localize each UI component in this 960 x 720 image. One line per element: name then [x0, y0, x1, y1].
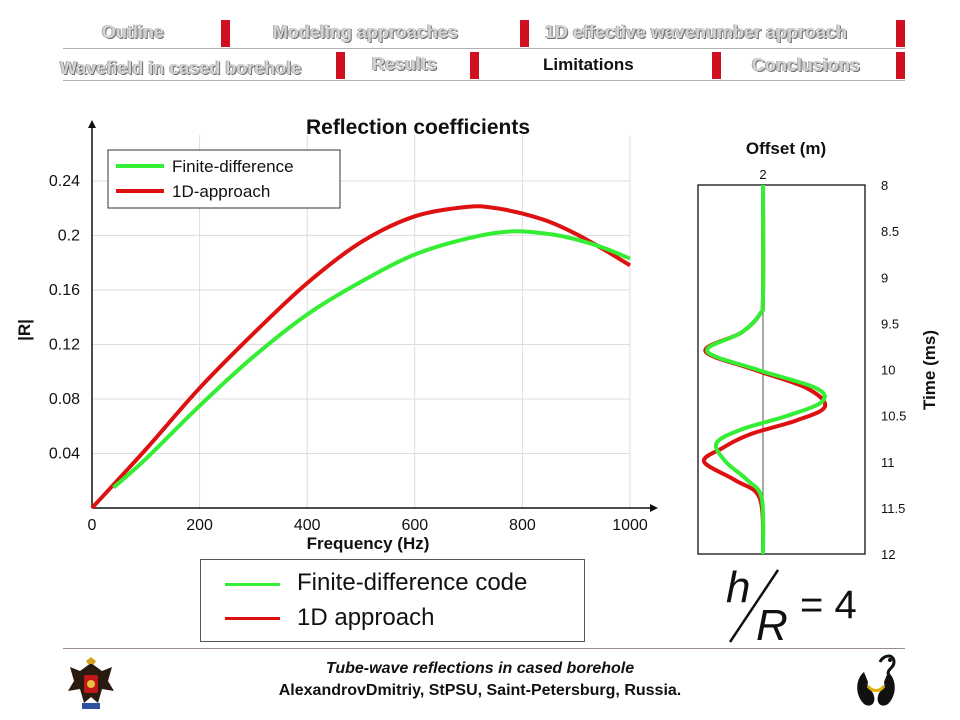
formula-numerator: h [726, 563, 750, 612]
y-tick-label: 0.12 [49, 336, 80, 353]
legend-label-fd: Finite-difference code [297, 569, 528, 596]
x-tick-label: 400 [294, 517, 321, 534]
nav-separator [336, 52, 345, 79]
nav-separator [221, 20, 230, 47]
footer-rule [63, 648, 905, 649]
nav-limitations[interactable]: Limitations [543, 55, 634, 74]
nav-separator [896, 52, 905, 79]
time-tick-label: 11.5 [881, 501, 905, 516]
x-tick-label: 800 [509, 517, 536, 534]
nav-separator [896, 20, 905, 47]
ratio-formula: h R = 4 [726, 563, 857, 650]
x-tick-label: 200 [186, 517, 213, 534]
legend-swatch-1d [225, 617, 280, 620]
nav-modeling-approaches[interactable]: Modeling approaches [273, 22, 459, 42]
time-tick-label: 8 [881, 178, 888, 193]
x-axis-arrow [650, 504, 658, 512]
formula-denominator: R [756, 601, 788, 650]
nav-wavefield[interactable]: Wavefield in cased borehole [60, 58, 302, 78]
legend-swatch-fd [225, 583, 280, 586]
footer-author: AlexandrovDmitriy, StPSU, Saint-Petersbu… [278, 682, 682, 699]
offset-axis-label: Offset (m) [746, 139, 826, 158]
nav-results[interactable]: Results [372, 54, 438, 74]
lab-logo [857, 654, 896, 706]
chart-title: Reflection coefficients [306, 116, 530, 139]
chart-legend: Finite-difference 1D-approach [107, 149, 341, 209]
formula-equals: = 4 [800, 583, 857, 627]
time-tick-label: 10 [881, 363, 895, 378]
offset-tick-label: 2 [759, 167, 766, 182]
nav-separator [712, 52, 721, 79]
y-tick-label: 0.08 [49, 391, 80, 408]
series-1d-approach-line [90, 204, 632, 510]
comparison-legend: Finite-difference code 1D approach [200, 559, 585, 642]
x-tick-label: 0 [88, 517, 97, 534]
time-tick-label: 9 [881, 270, 888, 285]
time-tick-label: 10.5 [881, 409, 906, 424]
nav-rule-top [63, 48, 905, 49]
y-tick-label: 0.04 [49, 445, 80, 462]
y-tick-label: 0.2 [58, 227, 80, 244]
y-axis-label: |R| [15, 319, 34, 341]
x-tick-label: 1000 [612, 517, 648, 534]
x-axis-label: Frequency (Hz) [307, 534, 430, 553]
time-axis-label: Time (ms) [920, 330, 939, 410]
reflection-coefficient-chart: 0 200 400 600 800 1000 0.04 0.08 0.12 0.16 0.2 0.24… [15, 90, 698, 560]
y-tick-label: 0.16 [49, 282, 80, 299]
time-tick-label: 8.5 [881, 224, 899, 239]
legend-entry-1d: 1D-approach [172, 182, 270, 201]
time-tick-label: 11 [881, 455, 895, 470]
footer-title: Tube-wave reflections in cased borehole [325, 660, 635, 677]
nav-rule-bottom [63, 80, 905, 81]
nav-1d-effective-wavenumber[interactable]: 1D effective wavenumber approach [545, 22, 848, 42]
university-emblem-logo [62, 657, 120, 713]
nav-outline[interactable]: Outline [102, 22, 164, 42]
series-finite-difference-line [112, 229, 631, 490]
x-tick-label: 600 [401, 517, 428, 534]
y-tick-label: 0.24 [49, 173, 80, 190]
nav-separator [520, 20, 529, 47]
seismogram-panel: Offset (m) 2 8 8.5 9 9.5 10 10.5 11 11.5 12 Time… [660, 130, 942, 605]
time-tick-label: 12 [881, 547, 895, 562]
legend-label-1d: 1D approach [297, 604, 435, 631]
time-tick-label: 9.5 [881, 316, 899, 331]
trace-finite-difference-line [705, 184, 827, 555]
legend-entry-fd: Finite-difference [172, 157, 294, 176]
nav-conclusions[interactable]: Conclusions [752, 55, 861, 75]
nav-separator [470, 52, 479, 79]
y-axis-arrow [88, 120, 96, 128]
